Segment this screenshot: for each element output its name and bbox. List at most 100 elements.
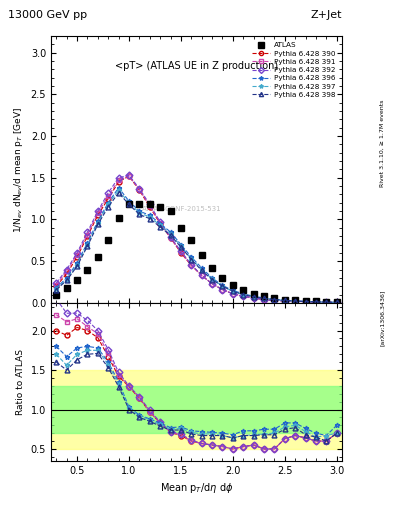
Pythia 6.428 390 [293,298,298,304]
ATLAS [272,295,277,301]
Pythia 6.428 396 [158,221,163,227]
Pythia 6.428 390 [251,295,256,301]
Pythia 6.428 392 [116,175,121,181]
Pythia 6.428 391 [251,295,256,301]
Pythia 6.428 397 [147,214,152,220]
Pythia 6.428 398 [127,201,131,207]
Pythia 6.428 396 [251,293,256,300]
Line: ATLAS: ATLAS [53,201,340,305]
ATLAS [137,201,142,207]
Pythia 6.428 391 [137,186,142,193]
ATLAS [189,237,194,243]
Pythia 6.428 396 [85,240,90,246]
Pythia 6.428 398 [158,224,163,230]
Pythia 6.428 396 [199,265,204,271]
Pythia 6.428 398 [231,288,235,294]
Pythia 6.428 391 [85,231,90,238]
Y-axis label: 1/N$_{ev}$ dN$_{ev}$/d mean p$_T$ [GeV]: 1/N$_{ev}$ dN$_{ev}$/d mean p$_T$ [GeV] [12,106,25,232]
Bar [51,370,342,449]
Pythia 6.428 391 [241,293,246,300]
Pythia 6.428 391 [168,235,173,241]
Pythia 6.428 398 [116,190,121,196]
Pythia 6.428 390 [189,262,194,268]
Pythia 6.428 397 [127,200,131,206]
Pythia 6.428 396 [220,282,225,288]
Pythia 6.428 397 [106,201,110,207]
Pythia 6.428 396 [54,285,59,291]
Pythia 6.428 390 [272,297,277,304]
Pythia 6.428 397 [220,283,225,289]
Pythia 6.428 396 [75,260,79,266]
Pythia 6.428 398 [241,291,246,297]
Pythia 6.428 398 [293,298,298,304]
Pythia 6.428 392 [231,291,235,297]
Pythia 6.428 398 [75,263,79,269]
Pythia 6.428 398 [303,298,308,305]
Pythia 6.428 396 [189,254,194,260]
ATLAS [116,215,121,221]
Pythia 6.428 397 [199,266,204,272]
Pythia 6.428 390 [127,173,131,179]
Pythia 6.428 398 [262,295,266,302]
Text: [arXiv:1306.3436]: [arXiv:1306.3436] [380,289,385,346]
Pythia 6.428 392 [178,248,183,254]
Pythia 6.428 398 [324,299,329,305]
Pythia 6.428 398 [95,221,100,227]
Pythia 6.428 396 [116,185,121,191]
Pythia 6.428 390 [178,250,183,256]
Pythia 6.428 397 [95,220,100,226]
ATLAS [158,204,163,210]
Pythia 6.428 390 [106,196,110,202]
Pythia 6.428 391 [75,251,79,258]
Pythia 6.428 397 [116,187,121,194]
Pythia 6.428 397 [241,291,246,297]
Pythia 6.428 398 [64,278,69,284]
Pythia 6.428 391 [210,281,215,287]
Pythia 6.428 397 [324,299,329,305]
Pythia 6.428 396 [127,198,131,204]
Pythia 6.428 391 [95,210,100,216]
Pythia 6.428 391 [220,287,225,293]
Pythia 6.428 397 [210,275,215,282]
ATLAS [220,275,225,281]
Pythia 6.428 397 [314,299,318,305]
Pythia 6.428 397 [293,298,298,304]
Pythia 6.428 391 [64,268,69,274]
Pythia 6.428 398 [85,243,90,249]
Pythia 6.428 396 [283,297,287,303]
Pythia 6.428 398 [106,204,110,210]
Pythia 6.428 392 [251,295,256,301]
Pythia 6.428 398 [199,267,204,273]
Pythia 6.428 398 [314,299,318,305]
ATLAS [168,208,173,214]
ATLAS [106,237,110,243]
Bar [51,386,342,433]
Pythia 6.428 392 [210,281,215,287]
ATLAS [334,299,339,305]
Pythia 6.428 390 [303,298,308,305]
Pythia 6.428 390 [137,187,142,194]
Pythia 6.428 398 [220,283,225,289]
Line: Pythia 6.428 396: Pythia 6.428 396 [54,185,339,305]
Pythia 6.428 392 [85,229,90,235]
Line: Pythia 6.428 397: Pythia 6.428 397 [54,188,339,305]
Line: Pythia 6.428 398: Pythia 6.428 398 [54,190,339,305]
Pythia 6.428 392 [293,298,298,304]
Pythia 6.428 397 [168,230,173,237]
Pythia 6.428 390 [75,254,79,260]
Pythia 6.428 390 [158,221,163,227]
Pythia 6.428 398 [189,257,194,263]
Pythia 6.428 392 [272,297,277,304]
Pythia 6.428 391 [54,282,59,288]
Pythia 6.428 397 [231,288,235,294]
ATLAS [75,278,79,284]
Pythia 6.428 390 [147,204,152,210]
ATLAS [127,201,131,207]
Pythia 6.428 397 [75,262,79,268]
Pythia 6.428 398 [210,276,215,283]
ATLAS [231,282,235,288]
Pythia 6.428 392 [127,172,131,178]
Line: Pythia 6.428 391: Pythia 6.428 391 [54,174,339,305]
Pythia 6.428 392 [147,201,152,207]
Pythia 6.428 398 [251,294,256,300]
